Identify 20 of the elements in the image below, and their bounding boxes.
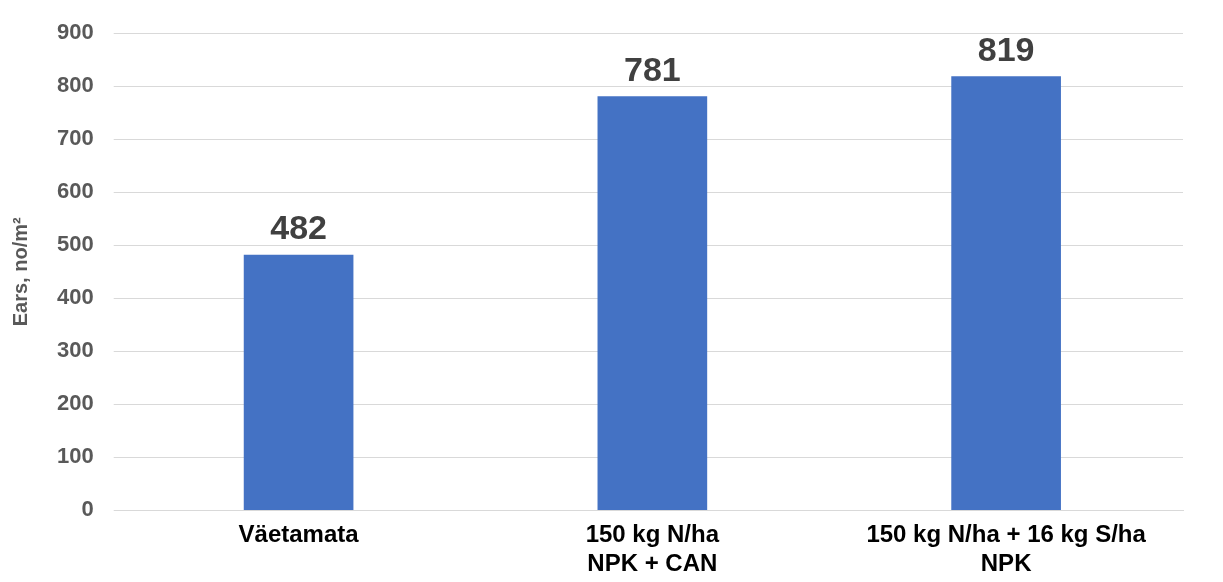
data-label: 819 xyxy=(977,29,1035,68)
y-tick-label: 700 xyxy=(56,125,94,151)
data-label: 781 xyxy=(623,49,681,88)
y-tick-label: 200 xyxy=(56,390,94,416)
data-label: 482 xyxy=(270,208,327,247)
y-tick-label: 300 xyxy=(56,337,94,363)
x-tick-label: Väetamata xyxy=(238,520,360,548)
y-tick-label: 400 xyxy=(56,284,94,310)
y-axis-title: Ears, no/m² xyxy=(8,217,31,327)
bar xyxy=(597,96,708,510)
bar xyxy=(243,254,354,510)
y-tick-label: 600 xyxy=(56,178,94,204)
y-tick-label: 900 xyxy=(56,19,94,45)
y-tick-label: 100 xyxy=(56,443,94,469)
bar xyxy=(951,76,1061,510)
y-tick-label: 500 xyxy=(56,231,94,257)
x-tick-label: 150 kg N/ha + 16 kg S/ha NPK xyxy=(866,520,1147,577)
x-tick-label: 150 kg N/ha NPK + CAN xyxy=(585,520,720,577)
y-tick-label: 0 xyxy=(81,496,94,522)
y-tick-label: 800 xyxy=(56,72,94,98)
